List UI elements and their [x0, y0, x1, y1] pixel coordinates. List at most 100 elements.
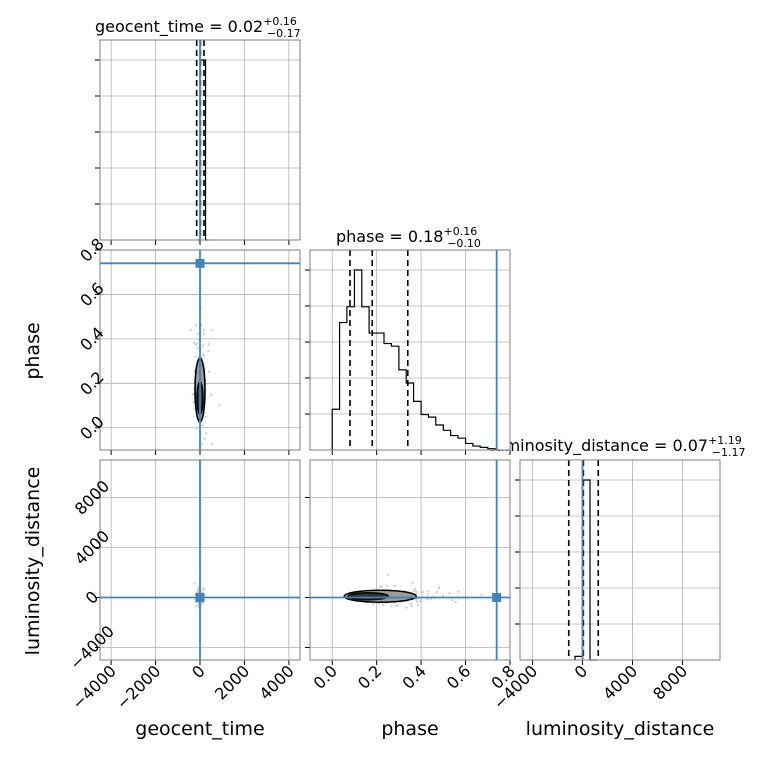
- grid: [520, 460, 720, 660]
- scatter-point: [405, 606, 408, 609]
- truth-marker: [195, 593, 205, 602]
- x-tick-label: 2000: [211, 661, 253, 703]
- panel-content: [100, 250, 300, 458]
- ylabel-phase: phase: [22, 322, 44, 379]
- scatter-point: [448, 592, 451, 595]
- scatter-point: [457, 590, 460, 594]
- scatter-point: [196, 332, 200, 335]
- scatter-point: [421, 590, 424, 594]
- scatter-point: [202, 588, 205, 591]
- scatter-point: [394, 604, 397, 607]
- scatter-point: [441, 594, 445, 597]
- x-tick-label: 4000: [255, 661, 297, 703]
- scatter-point: [426, 593, 429, 596]
- scatter-point: [380, 585, 384, 588]
- scatter-point: [192, 400, 195, 403]
- x-tick-label: 0.2: [354, 661, 385, 692]
- scatter-point: [191, 393, 194, 396]
- scatter-point: [427, 590, 430, 593]
- scatter-point: [420, 600, 423, 603]
- panel-frame: [99, 39, 301, 241]
- scatter-point: [196, 347, 199, 350]
- scatter-point: [201, 344, 205, 347]
- scatter-point: [372, 603, 375, 606]
- scatter-point: [201, 424, 204, 427]
- contour-inner: [347, 592, 389, 601]
- hist-panel-luminosity_distance: −4000 0 4000 8000: [490, 459, 721, 713]
- scatter-point: [204, 415, 207, 418]
- x-tick-label: 0.0: [310, 661, 341, 692]
- scatter-point: [430, 598, 433, 601]
- scatter-point: [207, 370, 211, 373]
- xlabel-luminosity-distance: luminosity_distance: [526, 718, 715, 740]
- scatter-point: [387, 573, 390, 576]
- scatter-point: [451, 599, 454, 602]
- x-tick-label: 0: [571, 661, 592, 682]
- scatter-point: [415, 591, 418, 594]
- scatter-point: [426, 597, 429, 601]
- scatter-point: [410, 604, 414, 607]
- xlabel-geocent-time: geocent_time: [135, 718, 264, 740]
- scatter-point: [385, 584, 388, 587]
- x-tick-label: 0: [188, 661, 209, 682]
- scatter-point: [418, 600, 422, 603]
- scatter-point: [218, 404, 221, 407]
- scatter-point: [413, 587, 417, 590]
- scatter-point: [211, 442, 214, 445]
- panel-frame: [309, 249, 511, 451]
- scatter-point: [194, 324, 198, 327]
- scatter-point: [390, 605, 393, 608]
- xlabel-phase: phase: [381, 718, 438, 740]
- scatter-point: [415, 600, 418, 603]
- scatter-point: [379, 585, 382, 588]
- scatter-point: [195, 427, 198, 430]
- scatter-point: [410, 602, 413, 606]
- scatter-point: [194, 343, 198, 346]
- panel-background: [310, 460, 510, 660]
- scatter-point: [210, 329, 213, 332]
- scatter-point: [411, 581, 414, 585]
- scatter-point: [192, 341, 196, 344]
- scatter-point: [197, 588, 200, 591]
- scatter-point: [381, 603, 385, 606]
- x-tick-label: 4000: [599, 661, 641, 703]
- scatter-point: [210, 393, 213, 396]
- scatter-point: [207, 349, 210, 353]
- x-tick-label: 0.4: [399, 661, 430, 692]
- x-tick-label: −2000: [113, 661, 165, 713]
- panel-background: [310, 250, 510, 450]
- scatter-point: [435, 591, 438, 594]
- panel-phase-vs-luminosity_distance: 0.0 0.2 0.4 0.6 0.8: [305, 459, 519, 693]
- scatter-point: [202, 328, 205, 332]
- scatter-point: [194, 355, 197, 358]
- scatter-point: [205, 432, 208, 435]
- scatter-point: [202, 587, 205, 590]
- title-phase: phase = 0.18+0.16 −0.10: [336, 225, 481, 250]
- panel-frame: [519, 459, 721, 661]
- hist-panel-geocent_time: [95, 39, 301, 245]
- title-geocent-time: geocent_time = 0.02+0.16 −0.17: [95, 15, 301, 40]
- truth-marker: [195, 258, 205, 268]
- scatter-point: [203, 332, 206, 335]
- scatter-point: [412, 589, 415, 592]
- scatter-point: [202, 456, 204, 458]
- panel-content: [310, 460, 510, 660]
- x-tick-label: 0.6: [443, 661, 474, 692]
- scatter-point: [202, 354, 206, 357]
- scatter-point: [207, 343, 210, 346]
- ylabel-luminosity-distance: luminosity_distance: [22, 467, 44, 656]
- x-tick-label: 8000: [649, 661, 691, 703]
- histogram-steps: [331, 269, 496, 450]
- scatter-point: [195, 604, 198, 608]
- scatter-point: [480, 593, 483, 596]
- scatter-point: [189, 328, 192, 331]
- scatter-point: [193, 582, 196, 585]
- scatter-point: [416, 603, 420, 607]
- scatter-point: [202, 352, 205, 356]
- panel-frame: [99, 249, 301, 451]
- truth-marker: [492, 593, 502, 602]
- scatter-point: [203, 437, 206, 440]
- panel-content: [100, 460, 300, 660]
